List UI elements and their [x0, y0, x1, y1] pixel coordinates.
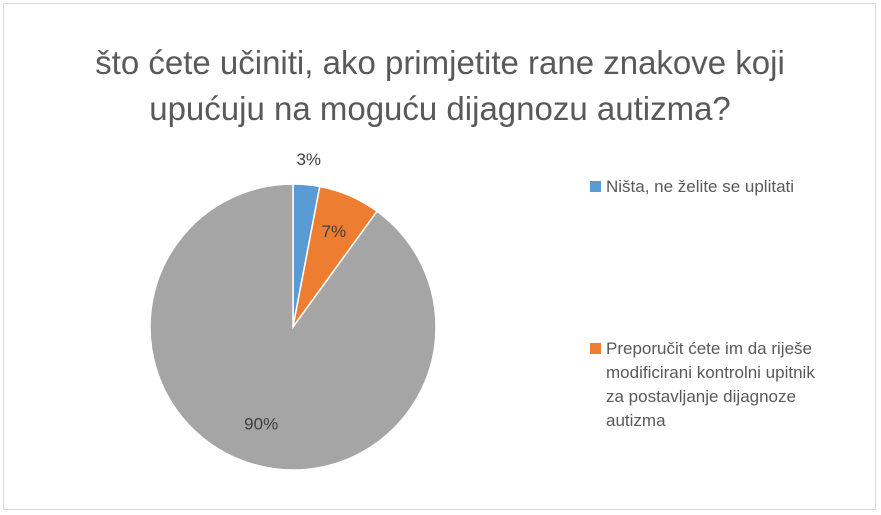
legend-label: Preporučit ćete im da riješe modificiran…: [606, 339, 815, 430]
legend-label: Ništa, ne želite se uplitati: [606, 177, 795, 196]
legend-item: Ništa, ne želite se uplitati: [590, 175, 860, 199]
pie-slice: [149, 183, 437, 471]
legend-swatch: [590, 343, 601, 354]
data-label: 3%: [296, 150, 321, 169]
chart-title: što ćete učiniti, ako primjetite rane zn…: [95, 44, 785, 127]
chart-border: [3, 3, 876, 510]
legend-swatch: [590, 181, 601, 192]
legend-item: Preporučit ćete im da riješe modificiran…: [590, 337, 860, 433]
data-label: 90%: [244, 414, 278, 433]
data-label: 7%: [322, 222, 347, 241]
